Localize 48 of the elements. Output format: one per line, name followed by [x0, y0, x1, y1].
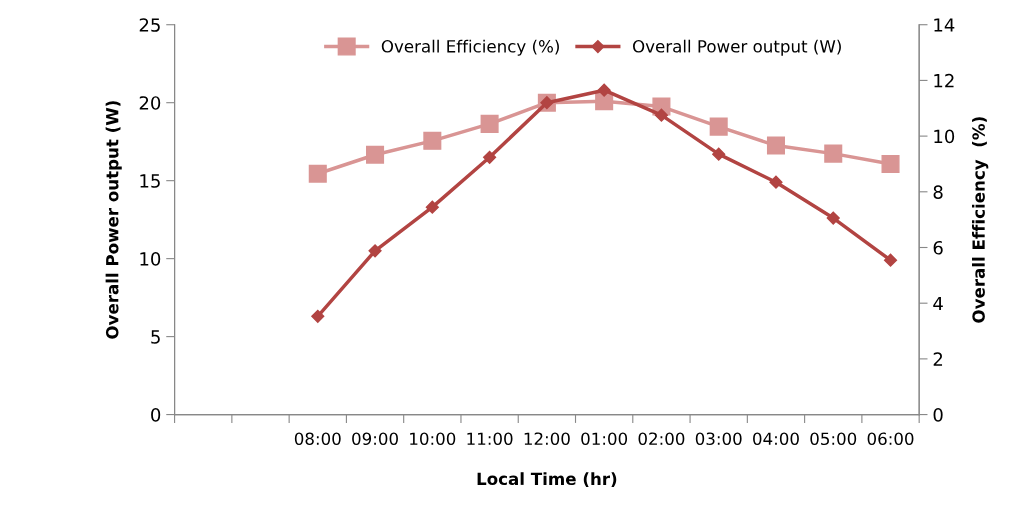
y2-tick-label: 2: [933, 352, 943, 366]
point: [766, 136, 786, 155]
y2-tick-label: 12: [934, 73, 954, 88]
y2-tick-label: 14: [934, 18, 955, 32]
point: [368, 244, 382, 258]
legend-label: Overall Power output (W): [633, 39, 841, 56]
point: [597, 83, 611, 97]
point: [824, 144, 843, 163]
point: [425, 200, 439, 214]
x-tick-label: 08:00: [294, 432, 341, 446]
y-tick-label: 0: [151, 408, 161, 422]
x-tick-label: 04:00: [753, 432, 799, 446]
point: [311, 309, 325, 323]
point: [826, 211, 840, 225]
y2-tick-label: 4: [933, 296, 943, 311]
x-tick-label: 02:00: [638, 432, 685, 446]
legend-label: Overall Efficiency (%): [381, 39, 559, 56]
point: [881, 154, 900, 173]
y2-tick-label: 6: [933, 240, 943, 255]
y2-tick-label: 0: [933, 408, 943, 422]
y2-tick-label: 10: [934, 129, 955, 144]
point: [483, 150, 497, 164]
x-tick-label: 10:00: [410, 432, 456, 446]
point: [366, 145, 385, 164]
x-tick-label: 01:00: [581, 432, 628, 446]
x-axis-title: Local Time (hr): [477, 472, 617, 488]
point: [709, 117, 728, 136]
y-tick-label: 20: [139, 96, 161, 110]
x-tick-label: 12:00: [524, 432, 570, 446]
x-tick-label: 05:00: [810, 432, 857, 446]
y-tick-label: 25: [139, 18, 160, 32]
point: [712, 147, 726, 161]
point: [769, 175, 783, 189]
point: [423, 131, 442, 150]
point: [308, 164, 327, 183]
x-tick-label: 11:00: [467, 432, 513, 446]
point: [883, 253, 898, 267]
x-tick-label: 06:00: [867, 432, 914, 446]
x-tick-label: 03:00: [695, 432, 742, 446]
point: [654, 108, 669, 122]
x-tick-label: 09:00: [352, 432, 398, 446]
y2-tick-label: 8: [933, 185, 943, 199]
y2-axis-title: Overall Efficiency (%): [972, 117, 989, 323]
point: [480, 114, 499, 133]
y-axis-title: Overall Power output (W): [105, 101, 122, 339]
y-tick-label: 15: [140, 174, 160, 188]
y-tick-label: 5: [151, 330, 160, 344]
y-tick-label: 10: [140, 252, 161, 266]
